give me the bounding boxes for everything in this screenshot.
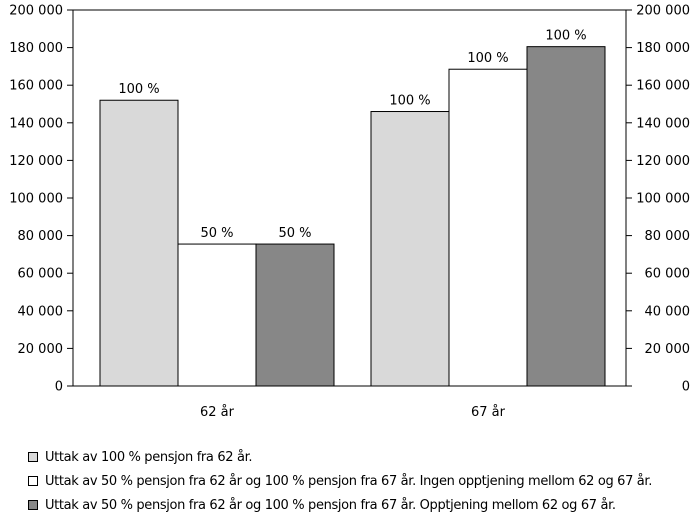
bar-value-label: 100 % xyxy=(118,82,159,97)
legend-label: Uttak av 100 % pensjon fra 62 år. xyxy=(45,450,253,465)
bar-value-label: 100 % xyxy=(467,51,508,66)
y-tick-label-right: 40 000 xyxy=(645,304,691,319)
bar-labels: 100 % 50 % 50 % 100 % 100 % 100 % xyxy=(118,29,586,241)
legend-item: Uttak av 50 % pensjon fra 62 år og 100 %… xyxy=(28,470,698,494)
y-axis-left: 0 20 000 40 000 60 000 80 000 100 000 120 000 1… xyxy=(9,4,73,395)
y-tick-label-left: 160 000 xyxy=(9,79,63,94)
legend-label: Uttak av 50 % pensjon fra 62 år og 100 %… xyxy=(45,498,616,513)
y-tick-label-left: 60 000 xyxy=(18,267,64,282)
y-tick-label-right: 140 000 xyxy=(636,116,690,131)
y-tick-label-right: 200 000 xyxy=(636,4,690,19)
bar-value-label: 50 % xyxy=(278,226,311,241)
y-tick-label-left: 120 000 xyxy=(9,154,63,169)
y-tick-label-left: 140 000 xyxy=(9,116,63,131)
legend-swatch xyxy=(28,452,38,462)
bar-value-label: 50 % xyxy=(200,226,233,241)
y-tick-label-right: 160 000 xyxy=(636,79,690,94)
legend-swatch xyxy=(28,500,38,510)
y-tick-label-right: 80 000 xyxy=(645,229,691,244)
y-tick-label-right: 20 000 xyxy=(645,342,691,357)
bars xyxy=(99,46,606,387)
y-tick-label-left: 80 000 xyxy=(18,229,64,244)
y-tick-label-left: 200 000 xyxy=(9,4,63,19)
legend-swatch xyxy=(28,476,38,486)
bar xyxy=(177,243,257,387)
x-tick-label: 62 år xyxy=(200,405,235,420)
legend-item: Uttak av 50 % pensjon fra 62 år og 100 %… xyxy=(28,494,698,518)
y-tick-label-right: 0 xyxy=(682,380,690,395)
bar xyxy=(255,243,335,387)
y-tick-label-right: 100 000 xyxy=(636,192,690,207)
bar xyxy=(370,111,450,387)
bar xyxy=(448,68,528,387)
y-tick-label-right: 120 000 xyxy=(636,154,690,169)
x-axis: 62 år 67 år xyxy=(200,405,506,420)
y-tick-label-left: 180 000 xyxy=(9,41,63,56)
y-tick-label-right: 180 000 xyxy=(636,41,690,56)
y-tick-label-left: 100 000 xyxy=(9,192,63,207)
bar-value-label: 100 % xyxy=(389,94,430,109)
y-axis-right: 0 20 000 40 000 60 000 80 000 100 000 120 000 1… xyxy=(626,4,690,395)
legend-label: Uttak av 50 % pensjon fra 62 år og 100 %… xyxy=(45,474,652,489)
y-tick-label-left: 40 000 xyxy=(18,304,64,319)
bar xyxy=(99,99,179,387)
legend: Uttak av 100 % pensjon fra 62 år. Uttak … xyxy=(28,446,698,518)
legend-item: Uttak av 100 % pensjon fra 62 år. xyxy=(28,446,698,470)
y-tick-label-left: 0 xyxy=(55,380,63,395)
x-tick-label: 67 år xyxy=(471,405,506,420)
bar xyxy=(526,46,606,387)
y-tick-label-left: 20 000 xyxy=(18,342,64,357)
y-tick-label-right: 60 000 xyxy=(645,267,691,282)
bar-value-label: 100 % xyxy=(545,29,586,44)
bar-chart: 0 20 000 40 000 60 000 80 000 100 000 120 000 1… xyxy=(9,4,690,421)
